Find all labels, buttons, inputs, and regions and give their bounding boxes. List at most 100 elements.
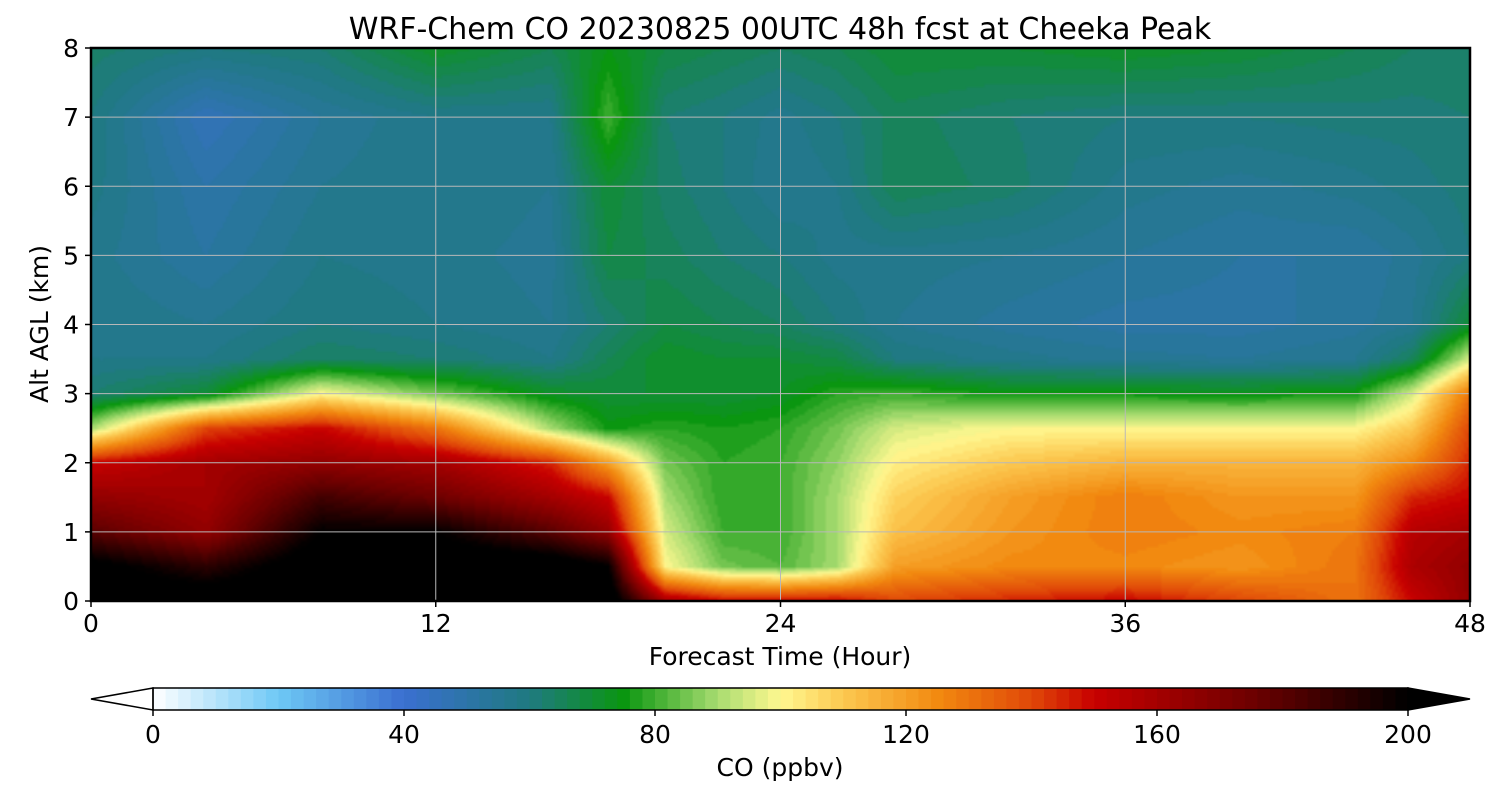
x-axis-label: Forecast Time (Hour) (649, 642, 912, 671)
colorbar-segment (190, 688, 204, 710)
colorbar-segment (981, 688, 995, 710)
colorbar-segment (240, 688, 254, 710)
y-tick-label: 3 (63, 380, 79, 409)
colorbar-segment (742, 688, 756, 710)
colorbar-segment (316, 688, 330, 710)
colorbar-segment (1069, 688, 1083, 710)
colorbar-segment (253, 688, 267, 710)
colorbar-segment (1307, 688, 1321, 710)
colorbar-segment (165, 688, 179, 710)
colorbar-segment (1119, 688, 1133, 710)
x-tick-label: 36 (1109, 609, 1141, 638)
y-axis-ticks: 0 1 2 3 4 5 6 7 8 (63, 34, 91, 616)
colorbar-segment (818, 688, 832, 710)
colorbar-tick-label: 40 (388, 720, 420, 749)
colorbar-segment (265, 688, 280, 710)
colorbar-segment (1269, 688, 1284, 710)
colorbar-segment (1332, 688, 1346, 710)
colorbar-tick-label: 160 (1133, 720, 1181, 749)
colorbar-segment (1382, 688, 1397, 710)
colorbar-segment (1031, 688, 1045, 710)
chart-title: WRF-Chem CO 20230825 00UTC 48h fcst at C… (349, 12, 1212, 47)
y-tick-label: 8 (63, 34, 79, 63)
y-tick-label: 2 (63, 449, 79, 478)
colorbar-segment (830, 688, 844, 710)
colorbar-segment (629, 688, 644, 710)
colorbar-segment (843, 688, 857, 710)
colorbar-segment (1357, 688, 1371, 710)
colorbar-segment (592, 688, 606, 710)
colorbar-segment (1244, 688, 1258, 710)
colorbar-segment (378, 688, 393, 710)
colorbar-segment (228, 688, 242, 710)
colorbar-segment (880, 688, 895, 710)
colorbar-segment (993, 688, 1007, 710)
colorbar-segment (943, 688, 957, 710)
colorbar-segment (215, 688, 229, 710)
colorbar-segment (178, 688, 192, 710)
colorbar-segment (956, 688, 970, 710)
colorbar-tick-label: 0 (145, 720, 161, 749)
colorbar-segment (491, 688, 505, 710)
colorbar-segment (730, 688, 744, 710)
colorbar-segment (1081, 688, 1095, 710)
x-tick-label: 12 (420, 609, 452, 638)
y-tick-label: 5 (63, 241, 79, 270)
colorbar-segment (617, 688, 631, 710)
colorbar-segment (429, 688, 443, 710)
colorbar-segment (1395, 688, 1409, 710)
colorbar-segment (542, 688, 556, 710)
colorbar-segment (767, 688, 782, 710)
colorbar-segment (1094, 688, 1108, 710)
colorbar-segment (604, 688, 618, 710)
colorbar-segment (579, 688, 593, 710)
colorbar-segment (404, 688, 418, 710)
colorbar-segment (1207, 688, 1221, 710)
colorbar-segment (1182, 688, 1196, 710)
colorbar-tick-label: 120 (882, 720, 930, 749)
colorbar-segment (291, 688, 305, 710)
colorbar-segment (1044, 688, 1058, 710)
colorbar-segment (1056, 688, 1070, 710)
colorbar-segment (1257, 688, 1271, 710)
colorbar-segment (203, 688, 217, 710)
x-axis-ticks: 0 12 24 36 48 (83, 601, 1486, 638)
x-tick-label: 48 (1454, 609, 1486, 638)
colorbar-segment (353, 688, 367, 710)
colorbar-ticks: 0 40 80 120 160 200 (145, 710, 1432, 749)
colorbar-segment (1232, 688, 1246, 710)
colorbar-segment (968, 688, 982, 710)
colorbar-segment (454, 688, 468, 710)
colorbar-segment (918, 688, 932, 710)
colorbar-segment (1157, 688, 1171, 710)
colorbar: 0 40 80 120 160 200 (90, 687, 1471, 749)
colorbar-segment (906, 688, 920, 710)
colorbar-frame (152, 687, 1409, 711)
plot-grid (91, 48, 1470, 601)
colorbar-segment (893, 688, 907, 710)
y-axis-label: Alt AGL (km) (25, 245, 54, 403)
colorbar-segment (1194, 688, 1208, 710)
colorbar-segment (567, 688, 581, 710)
colorbar-segment (1345, 688, 1359, 710)
y-tick-label: 4 (63, 311, 79, 340)
colorbar-segment (366, 688, 380, 710)
colorbar-segment (516, 688, 531, 710)
colorbar-segment (655, 688, 669, 710)
colorbar-min-extend (90, 687, 154, 711)
colorbar-segment (1282, 688, 1296, 710)
colorbar-segment (341, 688, 355, 710)
y-tick-label: 7 (63, 103, 79, 132)
colorbar-segment (1006, 688, 1020, 710)
colorbar-segment (642, 688, 656, 710)
colorbar-segment (303, 688, 317, 710)
colorbar-max-extend (1407, 687, 1471, 711)
colorbar-segment (504, 688, 518, 710)
colorbar-segment (479, 688, 493, 710)
colorbar-segment (1018, 688, 1033, 710)
x-tick-label: 0 (83, 609, 99, 638)
y-tick-label: 1 (63, 518, 79, 547)
colorbar-tick-label: 200 (1384, 720, 1432, 749)
colorbar-segment (1144, 688, 1158, 710)
